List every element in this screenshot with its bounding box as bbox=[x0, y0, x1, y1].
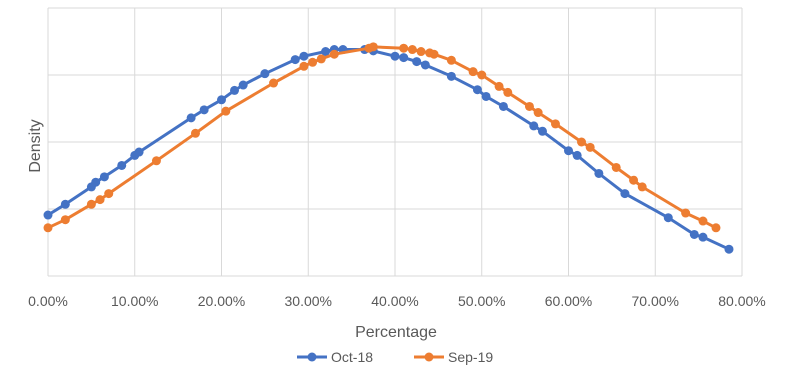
data-point bbox=[663, 213, 673, 223]
series-layer bbox=[43, 42, 734, 254]
x-tick-label: 10.00% bbox=[111, 293, 158, 309]
data-point bbox=[199, 105, 209, 115]
data-point bbox=[629, 175, 639, 185]
x-tick-label: 20.00% bbox=[198, 293, 245, 309]
data-point bbox=[299, 61, 309, 71]
data-point bbox=[429, 49, 439, 59]
data-point bbox=[681, 208, 691, 218]
y-axis-title: Density bbox=[27, 119, 44, 172]
data-point bbox=[533, 108, 543, 118]
x-tick-labels: 0.00% 10.00% 20.00% 30.00% 40.00% 50.00% 60.00… bbox=[28, 293, 766, 309]
data-point bbox=[420, 60, 430, 70]
legend-item: Sep-19 bbox=[414, 349, 493, 365]
data-point bbox=[698, 232, 708, 242]
data-point bbox=[186, 113, 196, 123]
series-sep-19 bbox=[43, 42, 721, 233]
data-point bbox=[446, 71, 456, 81]
legend-swatch-marker bbox=[424, 352, 434, 362]
x-tick-label: 50.00% bbox=[458, 293, 505, 309]
data-point bbox=[446, 55, 456, 65]
data-point bbox=[399, 53, 409, 63]
data-point bbox=[99, 172, 109, 182]
data-point bbox=[390, 51, 400, 61]
data-point bbox=[95, 195, 105, 205]
data-point bbox=[321, 47, 331, 57]
data-point bbox=[238, 80, 248, 90]
x-tick-label: 60.00% bbox=[545, 293, 592, 309]
data-point bbox=[368, 42, 378, 52]
data-point bbox=[620, 189, 630, 199]
x-tick-label: 30.00% bbox=[285, 293, 332, 309]
x-tick-label: 80.00% bbox=[718, 293, 765, 309]
data-point bbox=[117, 160, 127, 170]
data-point bbox=[611, 162, 621, 172]
data-point bbox=[151, 156, 161, 166]
data-point bbox=[594, 168, 604, 178]
data-point bbox=[529, 121, 539, 131]
x-tick-label: 70.00% bbox=[632, 293, 679, 309]
data-point bbox=[190, 128, 200, 138]
legend-item: Oct-18 bbox=[297, 349, 373, 365]
data-point bbox=[477, 70, 487, 80]
data-point bbox=[468, 67, 478, 77]
x-tick-label: 40.00% bbox=[371, 293, 418, 309]
gridlines bbox=[47, 7, 743, 277]
data-point bbox=[86, 199, 96, 209]
legend-label: Oct-18 bbox=[331, 349, 373, 365]
data-point bbox=[416, 47, 426, 57]
data-point bbox=[494, 81, 504, 91]
data-point bbox=[572, 150, 582, 160]
data-point bbox=[91, 177, 101, 187]
data-point bbox=[637, 182, 647, 192]
legend-swatch-marker bbox=[307, 352, 317, 362]
data-point bbox=[134, 147, 144, 157]
data-point bbox=[60, 215, 70, 225]
data-point bbox=[221, 106, 231, 116]
data-point bbox=[585, 142, 595, 152]
data-point bbox=[537, 126, 547, 136]
data-point bbox=[550, 119, 560, 129]
data-point bbox=[481, 91, 491, 101]
data-point bbox=[407, 45, 417, 55]
data-point bbox=[308, 57, 318, 67]
data-point bbox=[43, 223, 53, 233]
data-point bbox=[399, 43, 409, 53]
data-point bbox=[260, 69, 270, 79]
data-point bbox=[60, 199, 70, 209]
data-point bbox=[43, 210, 53, 220]
data-point bbox=[104, 189, 114, 199]
legend: Oct-18 Sep-19 bbox=[297, 349, 493, 365]
data-point bbox=[498, 101, 508, 111]
x-axis-title: Percentage bbox=[355, 324, 437, 341]
legend-label: Sep-19 bbox=[448, 349, 493, 365]
data-point bbox=[329, 49, 339, 59]
x-tick-label: 0.00% bbox=[28, 293, 68, 309]
data-point bbox=[577, 137, 587, 147]
data-point bbox=[472, 85, 482, 95]
data-point bbox=[698, 216, 708, 226]
data-point bbox=[689, 229, 699, 239]
data-point bbox=[564, 146, 573, 156]
data-point bbox=[290, 55, 300, 65]
data-point bbox=[412, 57, 422, 67]
data-point bbox=[524, 101, 534, 111]
data-point bbox=[503, 87, 513, 97]
data-point bbox=[724, 244, 734, 254]
data-point bbox=[711, 223, 721, 233]
data-point bbox=[230, 85, 240, 95]
data-point bbox=[316, 54, 326, 64]
data-point bbox=[217, 95, 226, 105]
data-point bbox=[299, 51, 309, 61]
data-point bbox=[269, 78, 279, 88]
